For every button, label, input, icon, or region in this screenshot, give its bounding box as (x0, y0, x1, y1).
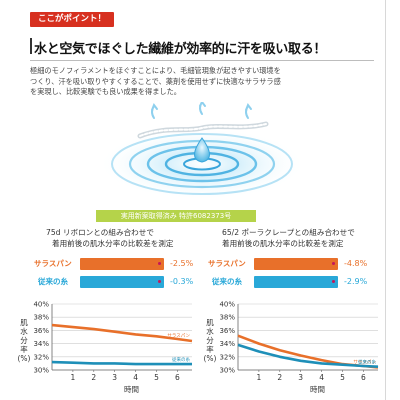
left-chart-xlabel: 時間 (124, 385, 139, 394)
right-title-line-1: 65/2 ポーラクレープとの組み合わせで (222, 228, 355, 237)
chart0-x-tick-0: 1 (71, 373, 76, 382)
chart0-series-label-1: 従来の糸 (172, 356, 190, 363)
description-line-1: 極細のモノフィラメントをほぐすことにより、毛細管現象が起きやすい環境を (30, 66, 281, 75)
right-row1-label: サラスパン (208, 259, 246, 268)
point-badge: ここがポイント！ (30, 12, 115, 27)
chart1-x-tick-5: 6 (361, 373, 366, 382)
chart1-y-tick-1: 38% (219, 314, 235, 322)
chart1-x-tick-2: 3 (298, 373, 303, 382)
description-line-3: を実現し、比較実験でも良い成果を得ました。 (30, 87, 181, 97)
left-row1-value: -2.5% (170, 259, 194, 268)
chart0-y-tick-3: 34% (33, 340, 49, 348)
right-row2-bar (254, 276, 338, 288)
chart0-y-tick-0: 40% (33, 301, 49, 309)
chart1-series-label-1: 従来の糸 (358, 359, 376, 366)
description: 極細のモノフィラメントをほぐすことにより、毛細管現象が起きやすい環境を つくり、… (30, 66, 374, 98)
left-row1-marker (158, 262, 161, 265)
chart1-x-tick-1: 2 (277, 373, 282, 382)
chart1-series-line-1 (237, 343, 379, 368)
right-row2-value: -2.9% (344, 277, 368, 286)
right-title-line-2: 着用前後の肌水分率の比較差を測定 (222, 239, 344, 248)
headline-accent-bar (30, 38, 32, 54)
left-title-line-1: 75d リボロンとの組み合わせで (46, 228, 154, 237)
chart1-x-tick-4: 5 (340, 373, 345, 382)
left-chart-ylabel: 肌水分率(%) (17, 318, 31, 363)
chart1-x-tick-3: 4 (319, 373, 324, 382)
chart0-series-label-0: サラスパン (167, 333, 190, 339)
right-row2-label: 従来の糸 (212, 277, 242, 286)
chart1-y-tick-0: 40% (219, 301, 235, 309)
chart0-y-tick-2: 36% (33, 327, 49, 335)
headline-divider (30, 60, 374, 61)
chart0-y-tick-5: 30% (33, 367, 49, 375)
chart0-x-tick-4: 5 (154, 373, 159, 382)
left-row2-value: -0.3% (170, 277, 194, 286)
chart1-y-tick-5: 30% (219, 367, 235, 375)
chart0-x-tick-5: 6 (175, 373, 180, 382)
chart0-y-tick-1: 38% (33, 314, 49, 322)
chart0-x-tick-3: 4 (133, 373, 138, 382)
right-chart-xlabel: 時間 (310, 385, 325, 394)
chart1-x-tick-0: 1 (257, 373, 262, 382)
patent-label: 実用新案取得済み 特許6082373号 (96, 210, 256, 222)
description-line-2: つくり、汗を吸い取りやすくすることで、薬剤を使用せずに快適なサラサラ感 (30, 76, 281, 86)
chart0-y-tick-4: 32% (33, 353, 49, 361)
chart1-series-label-0: サラスパン (353, 359, 376, 365)
right-row1-marker (332, 262, 335, 265)
page-edge-divider (385, 0, 386, 400)
chart1-y-tick-4: 32% (219, 353, 235, 361)
right-row1-value: -4.8% (344, 259, 368, 268)
chart0-series-line-0 (51, 323, 193, 343)
chart0-x-tick-1: 2 (91, 373, 96, 382)
left-row1-bar (80, 258, 164, 270)
right-chart-ylabel: 肌水分率(%) (203, 318, 217, 363)
right-row1-bar (254, 258, 338, 270)
right-row2-marker (332, 280, 335, 283)
left-row2-marker (158, 280, 161, 283)
chart0-x-tick-2: 3 (112, 373, 117, 382)
chart0-series-line-1 (51, 360, 192, 366)
chart1-y-tick-3: 34% (219, 340, 235, 348)
left-title-line-2: 着用前後の肌水分率の比較差を測定 (52, 239, 174, 248)
chart1-y-tick-2: 36% (219, 327, 235, 335)
left-row2-label: 従来の糸 (38, 277, 68, 286)
left-row2-bar (80, 276, 164, 288)
water-ripple-illustration (98, 102, 306, 200)
headline: 水と空気でほぐした繊維が効率的に汗を吸い取る！ (34, 42, 327, 57)
left-row1-label: サラスパン (34, 259, 72, 268)
